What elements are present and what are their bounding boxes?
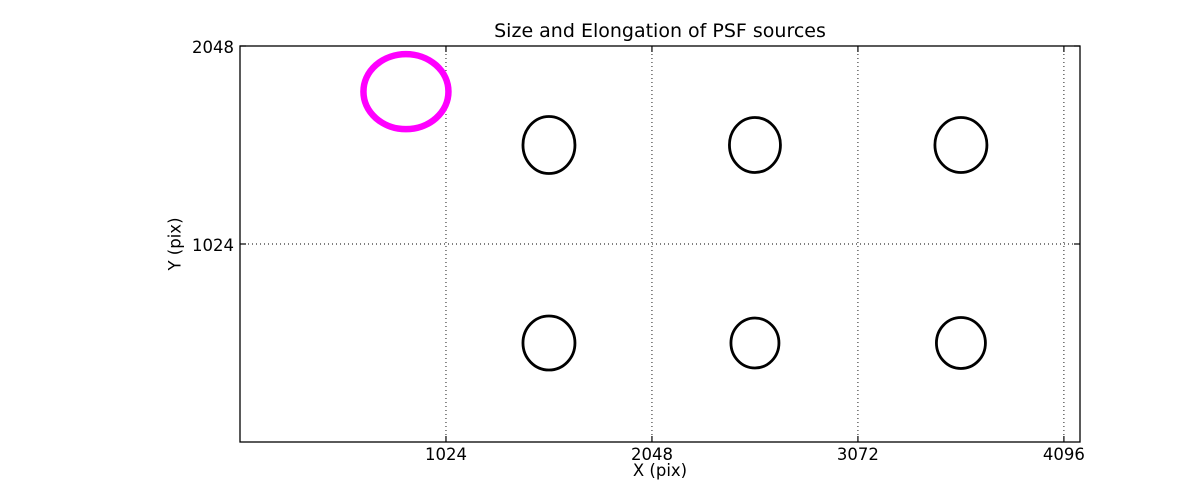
x-tick-label: 4096 — [1042, 445, 1085, 464]
y-tick-label: 1024 — [192, 236, 234, 255]
x-tick-label: 3072 — [836, 445, 879, 464]
psf-source-ellipse — [521, 115, 577, 175]
x-axis-label: X (pix) — [632, 461, 688, 480]
psf-source-ellipse — [728, 116, 782, 174]
y-tick-label: 2048 — [192, 38, 234, 57]
x-tick-label: 1024 — [424, 445, 467, 464]
psf-source-ellipse — [935, 316, 987, 370]
chart-title: Size and Elongation of PSF sources — [494, 20, 826, 42]
psf-source-ellipse — [729, 316, 781, 370]
reference-ellipse — [360, 50, 452, 133]
x-tick-label: 2048 — [630, 445, 673, 464]
psf-source-ellipse — [521, 314, 577, 372]
psf-source-ellipse — [933, 116, 989, 174]
